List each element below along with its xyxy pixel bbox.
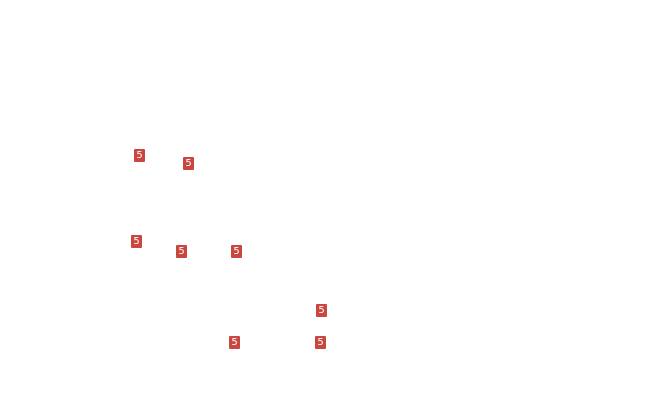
map-marker-badge[interactable]: 5 xyxy=(229,336,240,349)
map-marker-badge[interactable]: 5 xyxy=(231,245,242,258)
map-marker-badge[interactable]: 5 xyxy=(316,304,327,317)
map-marker-badge[interactable]: 5 xyxy=(183,157,194,170)
map-marker-badge[interactable]: 5 xyxy=(315,336,326,349)
map-marker-badge[interactable]: 5 xyxy=(176,245,187,258)
map-marker-badge[interactable]: 5 xyxy=(131,235,142,248)
map-marker-badge[interactable]: 5 xyxy=(134,149,145,162)
